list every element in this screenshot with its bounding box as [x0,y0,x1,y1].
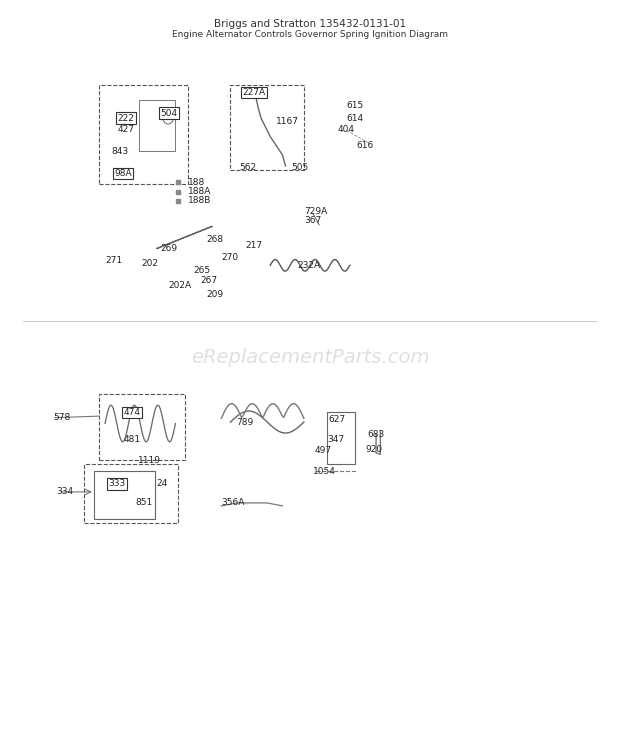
Text: 505: 505 [291,163,309,172]
Text: 367: 367 [304,216,321,225]
Text: 347: 347 [327,435,344,444]
Text: 427: 427 [117,125,135,134]
Text: 627: 627 [329,415,345,424]
Bar [327,412,355,464]
Text: 615: 615 [347,101,364,110]
Text: 217: 217 [246,241,263,250]
Text: 481: 481 [123,435,141,444]
Text: 333: 333 [108,479,125,488]
Text: 98A: 98A [114,169,132,178]
Text: 24: 24 [156,479,167,488]
Text: 222: 222 [117,114,134,123]
Text: 616: 616 [356,141,373,150]
Text: 497: 497 [315,446,332,455]
Text: 920: 920 [365,445,382,454]
Text: 562: 562 [240,163,257,172]
Bar [94,471,155,519]
Text: 1167: 1167 [277,118,299,126]
Text: 267: 267 [200,275,217,284]
Text: 271: 271 [105,256,122,265]
Text: 851: 851 [136,498,153,507]
Text: 209: 209 [206,290,223,299]
Text: 789: 789 [237,417,254,426]
Text: 578: 578 [53,413,70,422]
Text: 1119: 1119 [138,456,161,465]
Text: 227A: 227A [242,88,266,97]
Text: 729A: 729A [304,207,327,216]
Text: 1054: 1054 [313,466,336,476]
Text: Engine Alternator Controls Governor Spring Ignition Diagram: Engine Alternator Controls Governor Spri… [172,30,448,39]
Text: 188B: 188B [188,196,211,205]
Text: 614: 614 [347,114,364,123]
Text: 334: 334 [56,487,73,496]
Text: 474: 474 [123,408,141,417]
Text: 202: 202 [142,259,159,268]
Text: 265: 265 [194,266,211,275]
Text: 683: 683 [367,430,384,439]
Text: eReplacementParts.com: eReplacementParts.com [191,347,429,367]
Text: Briggs and Stratton 135432-0131-01: Briggs and Stratton 135432-0131-01 [214,19,406,28]
Text: 404: 404 [337,125,355,134]
Text: 202A: 202A [168,280,191,289]
Text: 504: 504 [160,109,177,118]
Ellipse shape [162,109,174,124]
Text: 843: 843 [111,147,128,155]
Text: 188: 188 [188,178,205,187]
Text: 270: 270 [221,254,239,263]
Text: 269: 269 [160,244,177,253]
Text: 188A: 188A [188,187,211,196]
Text: 232A: 232A [298,261,321,270]
Text: 356A: 356A [221,498,245,507]
Text: 268: 268 [206,235,223,244]
